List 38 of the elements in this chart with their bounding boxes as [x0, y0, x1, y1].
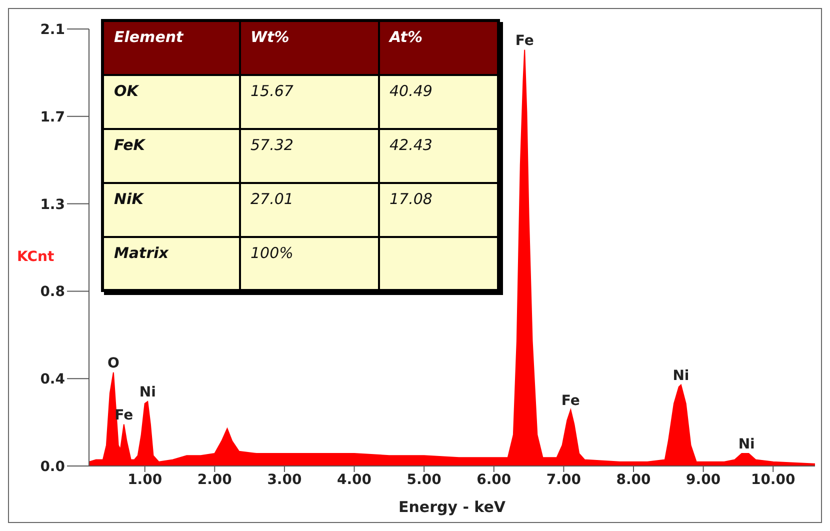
x-axis-title: Energy - keV — [398, 498, 506, 516]
x-tick-label: 7.00 — [546, 472, 582, 488]
annotation: Wt% — [240, 20, 378, 74]
y-axis-title: KCnt — [17, 249, 54, 265]
x-tick-label: 10.00 — [750, 472, 796, 488]
x-tick-label: 6.00 — [476, 472, 512, 488]
annotation: Element — [102, 20, 240, 74]
annotation: Ni — [139, 384, 156, 400]
annotation: Matrix — [102, 236, 240, 290]
y-tick-label: 0.0 — [40, 458, 66, 475]
y-tick-label: 1.3 — [40, 196, 65, 213]
x-tick-label: 1.00 — [128, 472, 162, 488]
y-tick-label: 0.8 — [40, 284, 65, 300]
annotation: Fe — [561, 392, 580, 409]
x-tick-label: 9.00 — [686, 472, 721, 488]
x-tick-label: 8.00 — [616, 472, 652, 488]
annotation: 27.01 — [240, 182, 378, 236]
y-tick-label: 1.7 — [40, 109, 65, 126]
y-tick-label: 0.4 — [40, 372, 66, 388]
annotation: Fe — [515, 32, 534, 49]
annotation: 42.43 — [378, 128, 498, 182]
annotation: 15.67 — [240, 74, 378, 128]
annotation: 17.08 — [378, 182, 498, 236]
x-tick-label: 2.00 — [197, 472, 232, 488]
annotation: At% — [378, 20, 498, 74]
annotation: 100% — [240, 236, 378, 290]
annotation: Ni — [738, 436, 755, 453]
x-tick-label: 4.00 — [336, 472, 372, 488]
annotation: O — [107, 355, 120, 372]
annotation: OK — [102, 74, 240, 128]
x-tick-label: 5.00 — [406, 472, 442, 488]
y-tick-label: 2.1 — [40, 22, 65, 38]
x-tick-label: 3.00 — [267, 472, 302, 488]
annotation: NiK — [102, 182, 240, 236]
annotation: FeK — [102, 128, 240, 182]
annotation: 40.49 — [378, 74, 498, 128]
annotation: 57.32 — [240, 128, 378, 182]
annotation: Ni — [672, 368, 690, 384]
